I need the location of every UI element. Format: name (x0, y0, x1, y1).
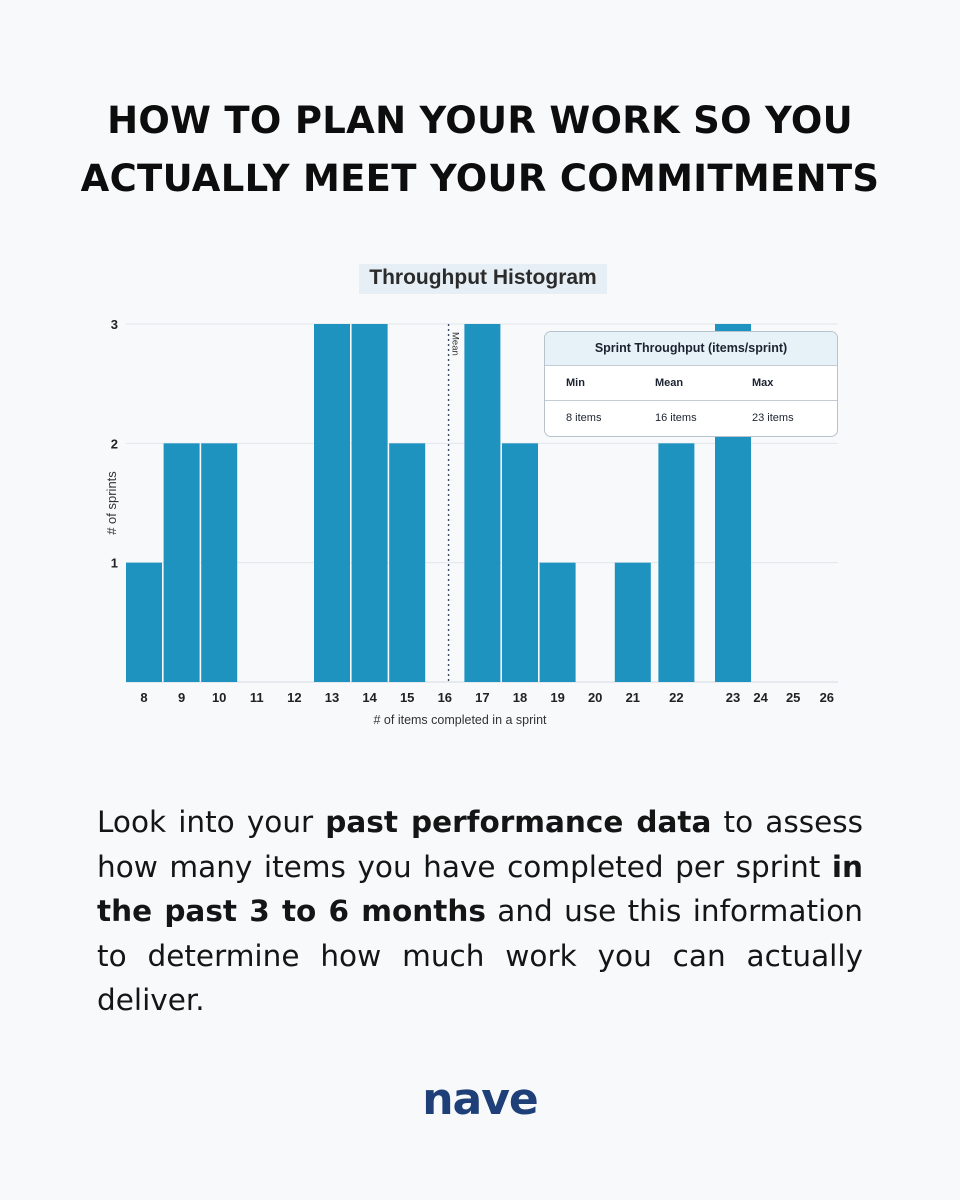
bar-17 (464, 324, 501, 682)
table-header-mean: Mean (655, 377, 684, 389)
x-tick-label: 16 (438, 690, 452, 705)
x-tick-label: 12 (287, 690, 301, 705)
bar-22 (658, 443, 695, 682)
chart-title: Throughput Histogram (359, 264, 607, 294)
table-value-row: 8 items 16 items 23 items (545, 401, 837, 435)
table-title: Sprint Throughput (items/sprint) (545, 332, 837, 366)
x-tick-label: 9 (178, 690, 185, 705)
x-tick-label: 21 (626, 690, 640, 705)
bar-15 (389, 443, 426, 682)
y-axis-label: # of sprints (104, 471, 119, 535)
x-tick-label: 11 (250, 690, 264, 705)
x-tick-label: 26 (820, 690, 834, 705)
body-paragraph: Look into your past performance data to … (97, 800, 863, 1023)
mean-line-label: Mean (450, 332, 461, 356)
x-tick-label: 25 (786, 690, 800, 705)
x-tick-label: 19 (550, 690, 564, 705)
x-tick-label: 10 (212, 690, 226, 705)
x-tick-label: 22 (669, 690, 683, 705)
throughput-histogram: Mean 123 8 9 10 11 12 13 14 15 16 17 18 19 20 21 22 23 2… (104, 317, 838, 727)
table-value-mean: 16 items (655, 412, 697, 424)
y-tick-label: 3 (111, 317, 118, 332)
body-bold-2: in the past 3 to 6 months (97, 849, 863, 929)
x-tick-label: 15 (400, 690, 414, 705)
bar-18 (502, 443, 538, 682)
x-tick-label: 14 (362, 690, 377, 705)
x-axis-label: # of items completed in a sprint (374, 713, 548, 727)
x-tick-label: 13 (325, 690, 339, 705)
bar-10 (201, 443, 238, 682)
table-header-min: Min (566, 377, 585, 389)
x-tick-label: 23 (726, 690, 740, 705)
table-header-row: Min Mean Max (545, 366, 837, 401)
headline: HOW TO PLAN YOUR WORK SO YOU ACTUALLY ME… (0, 92, 960, 208)
bar-9 (163, 443, 200, 682)
x-tick-label: 17 (475, 690, 489, 705)
y-tick-label: 2 (111, 436, 118, 451)
x-tick-label: 24 (753, 690, 768, 705)
body-text-1: Look into your (97, 805, 326, 839)
table-value-min: 8 items (566, 412, 602, 424)
x-tick-label: 8 (140, 690, 147, 705)
bar-13 (314, 324, 350, 682)
body-text-2: to assess how many items you have comple… (97, 805, 863, 884)
nave-logo: nave (0, 1074, 960, 1125)
body-bold-1: past performance data (325, 805, 712, 839)
chart-bars (126, 324, 751, 682)
y-axis-ticks: 1 2 3 (111, 317, 118, 571)
headline-line-1: HOW TO PLAN YOUR WORK SO YOU (107, 99, 853, 142)
table-header-max: Max (752, 377, 774, 389)
mean-line-group: Mean (447, 324, 461, 682)
x-axis-ticks: 8 9 10 11 12 13 14 15 16 17 18 19 20 21 22 23 24 25 26 (140, 690, 834, 705)
bar-8 (126, 562, 162, 682)
x-tick-label: 20 (588, 690, 602, 705)
bar-21 (614, 562, 651, 682)
bar-14 (351, 324, 388, 682)
sprint-throughput-table: Sprint Throughput (items/sprint) Min Mea… (544, 331, 838, 437)
y-tick-label: 1 (111, 556, 118, 571)
table-value-max: 23 items (752, 412, 794, 424)
x-tick-label: 18 (513, 690, 527, 705)
body-text-3: and use this information to determine ho… (97, 894, 863, 1017)
bar-19 (539, 562, 576, 682)
logo-text: nave (422, 1074, 539, 1125)
headline-line-2: ACTUALLY MEET YOUR COMMITMENTS (80, 157, 880, 200)
chart-title-wrap: Throughput Histogram (0, 264, 960, 294)
